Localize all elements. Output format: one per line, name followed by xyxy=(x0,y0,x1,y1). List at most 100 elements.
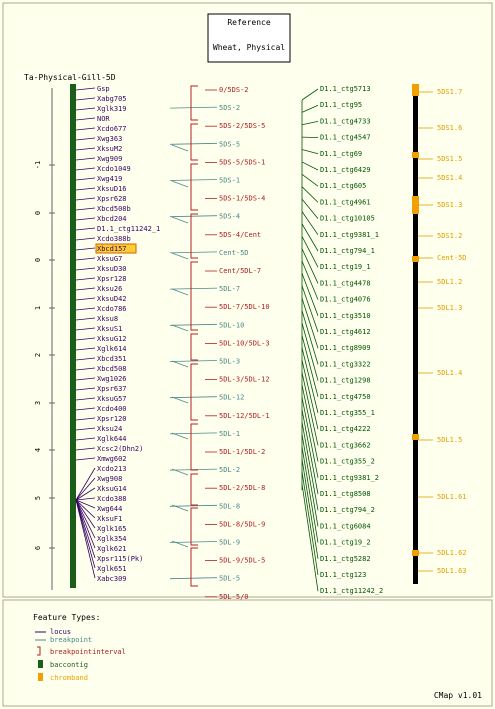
locus-label[interactable]: XksuS1 xyxy=(97,325,122,333)
breakpoint-label[interactable]: 5DL-1/5DL-2 xyxy=(219,448,265,456)
locus-label[interactable]: XksuD30 xyxy=(97,265,127,273)
chromband-label[interactable]: 5DS1.7 xyxy=(437,88,462,96)
contig-label[interactable]: D1.1_ctg4076 xyxy=(320,296,371,304)
contig-label[interactable]: D1.1_ctg355_2 xyxy=(320,458,375,466)
contig-label[interactable]: D1.1_ctg1298 xyxy=(320,377,371,385)
locus-label[interactable]: NOR xyxy=(97,115,110,123)
contig-label[interactable]: D1.1_ctg3510 xyxy=(320,312,371,320)
locus-label[interactable]: Xcdo213 xyxy=(97,465,127,473)
contig-label[interactable]: D1.1_ctg5282 xyxy=(320,555,371,563)
baccontig-bar[interactable] xyxy=(70,84,76,588)
breakpoint-label[interactable]: 5DL-2 xyxy=(219,466,240,474)
breakpoint-label[interactable]: 5DL-3/5DL-12 xyxy=(219,376,270,384)
breakpoint-label[interactable]: 5DL-9 xyxy=(219,539,240,547)
breakpoint-label[interactable]: 5DS-5/5DS-1 xyxy=(219,158,265,166)
locus-label[interactable]: Xglk319 xyxy=(97,105,127,113)
breakpoint-label[interactable]: 5DL-2/5DL-8 xyxy=(219,484,265,492)
locus-label[interactable]: Xksu24 xyxy=(97,425,122,433)
breakpoint-label[interactable]: 5DL-8 xyxy=(219,502,240,510)
breakpoint-label[interactable]: 0/5DS-2 xyxy=(219,86,249,94)
map-title[interactable]: Ta-Physical-Gill-5D xyxy=(24,73,116,82)
chromband-label[interactable]: 5DS1.6 xyxy=(437,124,462,132)
locus-label[interactable]: Xglk614 xyxy=(97,345,127,353)
locus-label[interactable]: XksuG12 xyxy=(97,335,127,343)
locus-label[interactable]: Xmwg602 xyxy=(97,455,127,463)
locus-label[interactable]: Xksu26 xyxy=(97,285,122,293)
breakpoint-label[interactable]: 5DL-3 xyxy=(219,358,240,366)
locus-label[interactable]: Xpsr115(Pk) xyxy=(97,555,143,563)
chromband-segment[interactable] xyxy=(412,550,419,556)
contig-label[interactable]: D1.1_ctg8909 xyxy=(320,344,371,352)
locus-label[interactable]: XksuD16 xyxy=(97,185,127,193)
breakpoint-label[interactable]: 5DL-7 xyxy=(219,285,240,293)
locus-label[interactable]: Xcdo786 xyxy=(97,305,127,313)
locus-label[interactable]: XksuM2 xyxy=(97,145,122,153)
locus-label[interactable]: XksuG7 xyxy=(97,255,122,263)
breakpoint-label[interactable]: 5DL-5/0 xyxy=(219,593,249,601)
locus-label[interactable]: D1.1_ctg11242_1 xyxy=(97,225,160,233)
contig-label[interactable]: D1.1_ctg4733 xyxy=(320,117,371,125)
locus-label[interactable]: Xpsr637 xyxy=(97,385,127,393)
locus-label[interactable]: Xabc309 xyxy=(97,575,127,583)
chromband-label[interactable]: 5DS1.5 xyxy=(437,155,462,163)
contig-label[interactable]: D1.1_ctg4750 xyxy=(320,393,371,401)
locus-label[interactable]: Xcdo677 xyxy=(97,125,127,133)
locus-label[interactable]: Xwg644 xyxy=(97,505,122,513)
locus-label[interactable]: Xpsr120 xyxy=(97,415,127,423)
locus-label[interactable]: XksuG57 xyxy=(97,395,127,403)
contig-label[interactable]: D1.1_ctg4222 xyxy=(320,425,371,433)
contig-label[interactable]: D1.1_ctg95 xyxy=(320,101,362,109)
chromband-label[interactable]: 5DL1.5 xyxy=(437,436,462,444)
contig-label[interactable]: D1.1_ctg605 xyxy=(320,182,366,190)
breakpoint-label[interactable]: 5DL-8/5DL-9 xyxy=(219,520,265,528)
chromband-segment[interactable] xyxy=(412,256,419,262)
breakpoint-label[interactable]: 5DL-1 xyxy=(219,430,240,438)
chromband-bar[interactable] xyxy=(413,84,418,584)
breakpoint-label[interactable]: 5DL-12/5DL-1 xyxy=(219,412,270,420)
chromband-label[interactable]: 5DL1.62 xyxy=(437,549,467,557)
contig-label[interactable]: D1.1_ctg9381_2 xyxy=(320,474,379,482)
contig-label[interactable]: D1.1_ctg10105 xyxy=(320,215,375,223)
contig-label[interactable]: D1.1_ctg8508 xyxy=(320,490,371,498)
locus-label[interactable]: Xcdo1049 xyxy=(97,165,131,173)
breakpoint-label[interactable]: 5DS-2 xyxy=(219,104,240,112)
chromband-label[interactable]: 5DL1.4 xyxy=(437,369,462,377)
locus-label[interactable]: Xcdo400 xyxy=(97,405,127,413)
breakpoint-label[interactable]: 5DL-9/5DL-5 xyxy=(219,557,265,565)
breakpoint-label[interactable]: 5DL-12 xyxy=(219,394,244,402)
contig-label[interactable]: D1.1_ctg355_1 xyxy=(320,409,375,417)
chromband-segment[interactable] xyxy=(412,434,419,440)
breakpoint-label[interactable]: 5DS-2/5DS-5 xyxy=(219,122,265,130)
breakpoint-label[interactable]: 5DS-4 xyxy=(219,213,240,221)
breakpoint-label[interactable]: 5DS-1 xyxy=(219,177,240,185)
locus-label[interactable]: XksuD42 xyxy=(97,295,127,303)
chromband-segment[interactable] xyxy=(412,196,419,214)
locus-label[interactable]: Xglk354 xyxy=(97,535,127,543)
locus-label[interactable]: Xwg909 xyxy=(97,155,122,163)
chromband-label[interactable]: 5DL1.63 xyxy=(437,567,467,575)
locus-label[interactable]: Xcsc2(Dhn2) xyxy=(97,445,143,453)
breakpoint-label[interactable]: 5DS-5 xyxy=(219,140,240,148)
contig-label[interactable]: D1.1_ctg6429 xyxy=(320,166,371,174)
locus-label[interactable]: Xbcd204 xyxy=(97,215,127,223)
contig-label[interactable]: D1.1_ctg11242_2 xyxy=(320,587,383,595)
chromband-label[interactable]: 5DL1.3 xyxy=(437,304,462,312)
contig-label[interactable]: D1.1_ctg794_1 xyxy=(320,247,375,255)
chromband-segment[interactable] xyxy=(412,84,419,96)
chromband-label[interactable]: 5DL1.61 xyxy=(437,493,467,501)
locus-label[interactable]: Xbcd157 xyxy=(97,245,127,253)
locus-label[interactable]: Xcdo388b xyxy=(97,235,131,243)
contig-label[interactable]: D1.1_ctg19_2 xyxy=(320,539,371,547)
locus-label[interactable]: Xwg908 xyxy=(97,475,122,483)
breakpoint-label[interactable]: 5DL-7/5DL-10 xyxy=(219,303,270,311)
contig-label[interactable]: D1.1_ctg3322 xyxy=(320,360,371,368)
contig-label[interactable]: D1.1_ctg19_1 xyxy=(320,263,371,271)
locus-label[interactable]: Xcdo388 xyxy=(97,495,127,503)
locus-label[interactable]: Xabg705 xyxy=(97,95,127,103)
chromband-segment[interactable] xyxy=(412,152,419,158)
contig-label[interactable]: D1.1_ctg9381_1 xyxy=(320,231,379,239)
contig-label[interactable]: D1.1_ctg6084 xyxy=(320,522,371,530)
contig-label[interactable]: D1.1_ctg69 xyxy=(320,150,362,158)
locus-label[interactable]: XksuF1 xyxy=(97,515,122,523)
locus-label[interactable]: Xbcd508 xyxy=(97,365,127,373)
